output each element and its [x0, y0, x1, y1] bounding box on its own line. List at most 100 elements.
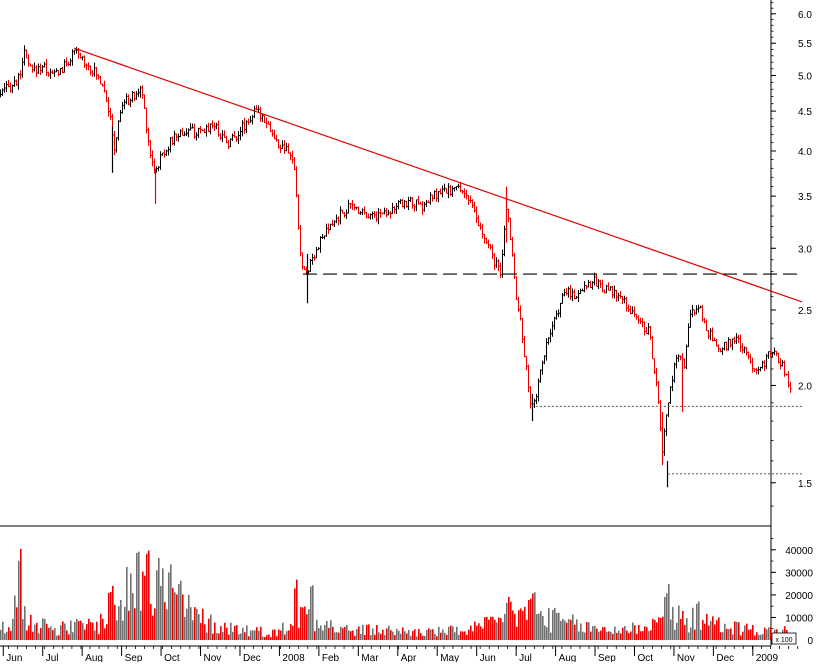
price-tick-label-9: 1.5: [798, 479, 812, 490]
volume-unit-label: x 100: [775, 637, 792, 644]
volume-bar-42: [84, 629, 86, 640]
time-label-11: May: [440, 653, 459, 662]
volume-bar-177: [354, 635, 356, 640]
volume-bar-164: [328, 627, 330, 640]
price-bar-120: [239, 126, 242, 141]
price-bar-132: [263, 115, 266, 124]
volume-bar-260: [520, 608, 522, 640]
volume-bars: [0, 548, 792, 640]
volume-bar-33: [66, 630, 68, 640]
price-bar-30: [59, 68, 62, 76]
time-label-12: Jun: [480, 653, 496, 662]
volume-bar-88: [176, 594, 178, 640]
price-bar-199: [397, 200, 400, 210]
price-bar-51: [101, 83, 104, 87]
volume-bar-273: [546, 627, 548, 640]
volume-bar-180: [360, 633, 362, 640]
volume-bar-94: [188, 594, 190, 640]
volume-bar-254: [508, 596, 510, 640]
price-bar-128: [255, 105, 258, 111]
price-bar-234: [467, 194, 470, 206]
volume-bar-190: [380, 633, 382, 640]
price-bar-44: [87, 62, 90, 71]
price-bar-367: [733, 336, 736, 344]
volume-bar-30: [60, 625, 62, 640]
price-bar-125: [249, 115, 252, 123]
volume-bar-64: [128, 610, 130, 640]
volume-bar-329: [658, 617, 660, 640]
price-bar-142: [283, 140, 286, 154]
volume-bar-188: [376, 624, 378, 640]
price-bar-191: [381, 212, 384, 215]
price-bar-27: [53, 69, 56, 78]
price-tick-label-4: 4.0: [798, 147, 812, 158]
volume-bar-344: [688, 632, 690, 640]
price-bar-207: [413, 204, 416, 212]
volume-bar-372: [744, 625, 746, 640]
price-bar-175: [349, 203, 352, 209]
price-bar-6: [11, 84, 14, 94]
volume-bar-300: [600, 630, 602, 640]
volume-bar-156: [312, 585, 314, 640]
price-bar-366: [731, 338, 734, 351]
price-bar-314: [627, 304, 630, 313]
price-bar-328: [655, 367, 658, 387]
volume-bar-6: [12, 618, 14, 640]
price-bar-9: [17, 72, 20, 90]
volume-bar-122: [244, 632, 246, 640]
price-bar-155: [309, 258, 312, 273]
volume-bar-73: [146, 553, 148, 640]
price-bar-74: [147, 127, 150, 146]
volume-bar-75: [150, 603, 152, 640]
price-bar-263: [525, 356, 528, 371]
price-bar-96: [191, 123, 194, 129]
price-bar-300: [599, 279, 602, 289]
price-bar-4: [7, 80, 10, 88]
volume-bar-331: [662, 616, 664, 640]
volume-bar-299: [598, 631, 600, 640]
volume-bar-280: [560, 621, 562, 640]
time-label-5: Nov: [204, 653, 222, 662]
volume-bar-325: [650, 630, 652, 640]
price-bar-71: [141, 85, 144, 99]
volume-bar-45: [90, 621, 92, 640]
volume-bar-70: [140, 610, 142, 640]
volume-bar-57: [114, 604, 116, 640]
price-bar-209: [417, 195, 420, 205]
price-bar-308: [615, 289, 618, 302]
price-bar-93: [185, 128, 188, 136]
price-bar-190: [379, 208, 382, 218]
price-bar-274: [547, 337, 550, 345]
price-bar-383: [765, 353, 768, 370]
volume-bar-324: [648, 631, 650, 640]
time-label-7: 2008: [282, 653, 305, 662]
volume-bar-189: [378, 632, 380, 640]
price-bar-197: [393, 206, 396, 214]
volume-bar-117: [234, 625, 236, 640]
volume-bar-143: [286, 631, 288, 640]
volume-bar-12: [24, 606, 26, 640]
volume-tick-label-3: 10000: [785, 613, 813, 624]
price-bar-46: [91, 69, 94, 77]
volume-bar-208: [416, 636, 418, 640]
volume-bar-255: [510, 601, 512, 640]
volume-bar-63: [126, 566, 128, 640]
price-bar-379: [757, 366, 760, 375]
price-bar-75: [149, 140, 152, 159]
price-bar-86: [171, 136, 174, 146]
volume-bar-205: [410, 636, 412, 640]
volume-bar-303: [606, 631, 608, 640]
price-bar-376: [751, 357, 754, 373]
volume-bar-228: [456, 626, 458, 640]
price-bar-88: [175, 133, 178, 142]
volume-bar-112: [224, 622, 226, 640]
price-bar-109: [217, 120, 220, 137]
volume-bar-26: [52, 630, 54, 640]
volume-bar-268: [536, 614, 538, 640]
price-bar-103: [205, 124, 208, 137]
price-bar-304: [607, 282, 610, 291]
volume-bar-316: [632, 622, 634, 640]
volume-bar-159: [318, 628, 320, 640]
price-bar-130: [259, 106, 262, 122]
